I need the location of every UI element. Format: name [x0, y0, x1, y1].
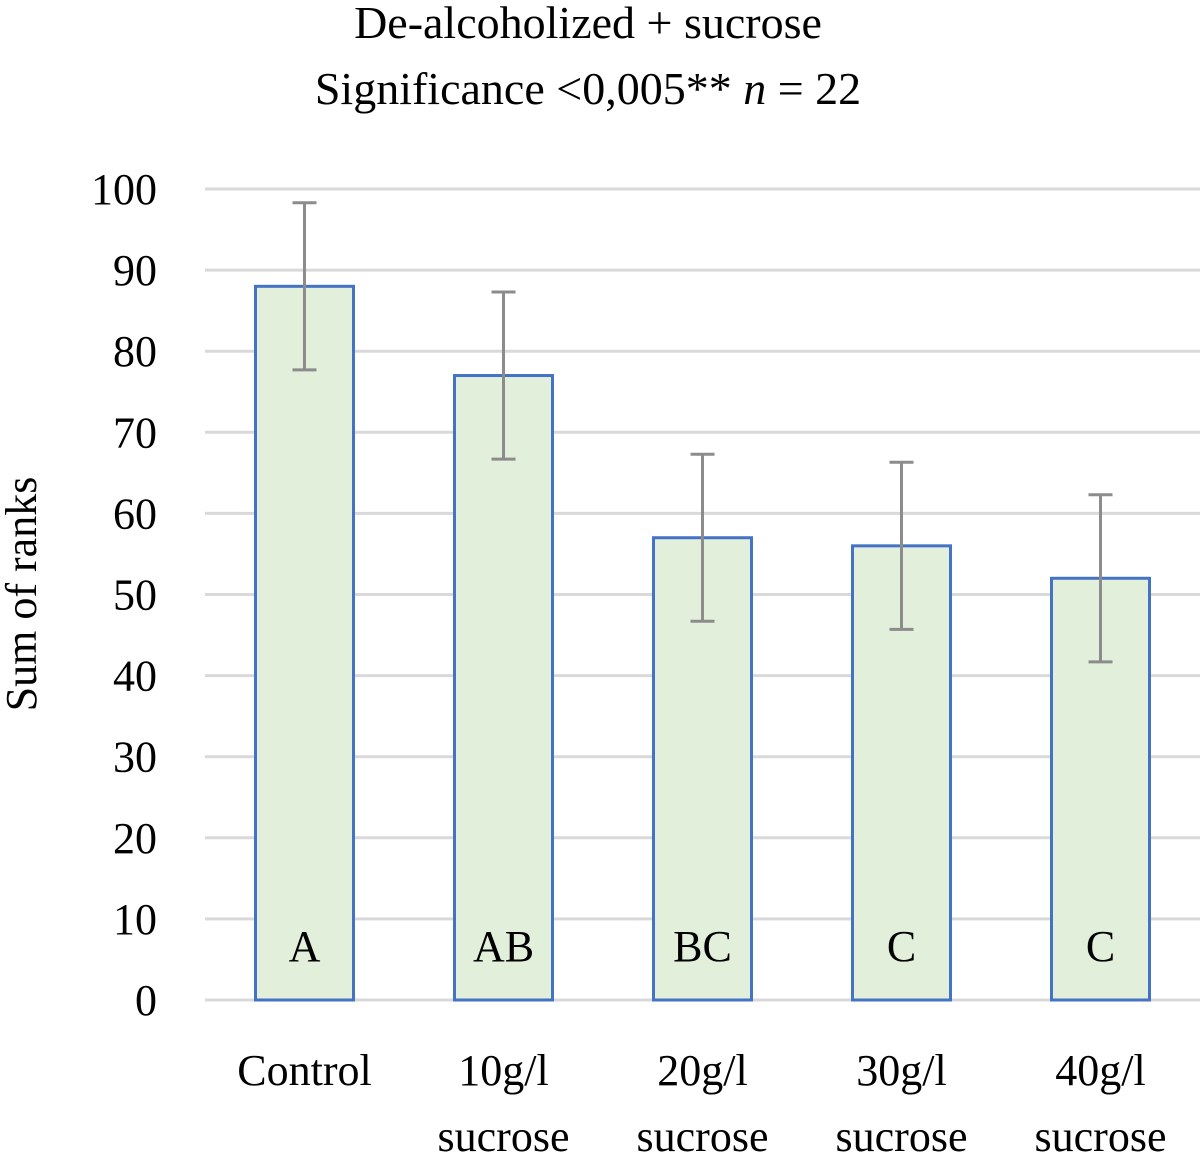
group-letter-5: C — [1086, 922, 1115, 971]
x-category-sublabel-3: sucrose — [637, 1112, 769, 1153]
x-category-sublabel-5: sucrose — [1035, 1112, 1167, 1153]
y-tick-label-40: 40 — [113, 652, 157, 701]
group-letters: A AB BC C C — [289, 922, 1116, 971]
y-tick-label-10: 10 — [113, 895, 157, 944]
title-significance: Significance <0,005** — [315, 63, 743, 114]
y-axis-ticks: 0 10 20 30 40 50 60 70 80 90 100 — [91, 165, 157, 1025]
group-letter-1: A — [289, 922, 321, 971]
chart-title-line1: De-alcoholized + sucrose — [354, 0, 822, 48]
group-letter-4: C — [887, 922, 916, 971]
y-tick-label-20: 20 — [113, 814, 157, 863]
title-n-symbol: n — [743, 63, 766, 114]
group-letter-3: BC — [673, 922, 732, 971]
y-tick-label-80: 80 — [113, 327, 157, 376]
y-tick-label-60: 60 — [113, 489, 157, 538]
x-category-sublabel-4: sucrose — [836, 1112, 968, 1153]
x-category-label-4: 30g/l — [856, 1046, 946, 1095]
y-axis-label: Sum of ranks — [0, 477, 46, 712]
x-category-label-2: 10g/l — [458, 1046, 548, 1095]
bars — [254, 284, 1151, 1002]
error-bars — [292, 201, 1113, 664]
y-tick-label-90: 90 — [113, 246, 157, 295]
x-category-label-1: Control — [237, 1046, 371, 1095]
title-n-value: = 22 — [766, 63, 861, 114]
y-tick-label-100: 100 — [91, 165, 157, 214]
y-tick-label-50: 50 — [113, 571, 157, 620]
group-letter-2: AB — [473, 922, 534, 971]
chart-title: De-alcoholized + sucrose Significance <0… — [315, 0, 861, 114]
x-category-label-3: 20g/l — [657, 1046, 747, 1095]
chart-title-line2: Significance <0,005** n = 22 — [315, 63, 861, 114]
bar-2 — [453, 374, 554, 1002]
y-tick-label-0: 0 — [135, 976, 157, 1025]
y-tick-label-70: 70 — [113, 408, 157, 457]
x-category-sublabel-2: sucrose — [438, 1112, 570, 1153]
x-axis-categories: Control 10g/l sucrose 20g/l sucrose 30g/l sucr… — [237, 1046, 1166, 1153]
x-category-label-5: 40g/l — [1055, 1046, 1145, 1095]
bar-1 — [254, 284, 355, 1002]
y-tick-label-30: 30 — [113, 733, 157, 782]
